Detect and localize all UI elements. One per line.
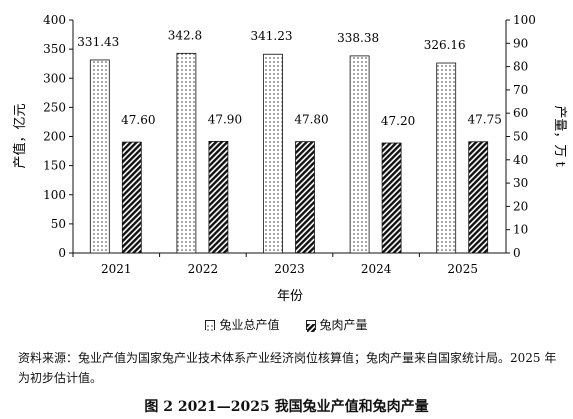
x-tick-label: 2022 [188, 262, 219, 276]
y-left-tick-label: 250 [43, 100, 66, 114]
data-label-output-value-2025: 326.16 [424, 38, 466, 52]
axes: 0 50 100 150 200 250 300 350 400 0 10 20 30 40 50 60 70 8… [43, 13, 536, 276]
y-left-tick-label: 300 [43, 71, 66, 85]
y-right-tick-label: 40 [513, 153, 528, 167]
x-tick-label: 2025 [447, 262, 478, 276]
y-axis-left-label: 产值，亿元 [12, 103, 28, 168]
y-left-tick-label: 200 [43, 130, 66, 144]
y-right-tick-label: 70 [513, 83, 528, 97]
bar-output-value-2025 [436, 62, 457, 254]
figure-caption: 图 2 2021—2025 我国兔业产值和兔肉产量 [144, 399, 429, 415]
bar-meat-production-2023 [295, 141, 315, 254]
y-left-tick-label: 150 [43, 159, 66, 173]
y-left-tick-label: 400 [43, 13, 66, 27]
data-label-output-value-2021: 331.43 [77, 35, 119, 49]
bar-meat-production-2022 [208, 140, 229, 254]
x-axis-label: 年份 [277, 289, 303, 304]
data-label-meat-production-2021: 47.60 [121, 113, 155, 127]
bar-meat-production-2021 [121, 141, 142, 254]
legend-item-output-value: 兔业总产值 [205, 316, 280, 333]
data-label-meat-production-2024: 47.20 [381, 114, 415, 128]
labels: 331.43 47.60 342.8 47.90 341.23 47.80 338.38 47… [77, 28, 502, 128]
y-left-tick-label: 350 [43, 42, 66, 56]
y-right-tick-label: 90 [513, 36, 528, 50]
y-right-tick-label: 10 [513, 223, 528, 237]
y-right-tick-label: 20 [513, 199, 528, 213]
data-label-meat-production-2023: 47.80 [294, 113, 328, 127]
bar-meat-production-2025 [468, 141, 489, 254]
bar-output-value-2022 [176, 52, 197, 254]
y-left-tick-label: 0 [58, 246, 66, 260]
data-label-output-value-2022: 342.8 [168, 28, 202, 42]
bar-meat-production-2024 [381, 142, 402, 254]
legend-label-output-value: 兔业总产值 [219, 318, 280, 332]
y-right-tick-label: 100 [513, 13, 536, 27]
y-axis-right-label: 产量，万 t [552, 105, 567, 167]
legend-label-meat-production: 兔肉产量 [319, 318, 368, 332]
bar-output-value-2023 [263, 53, 283, 254]
x-tick-label: 2021 [101, 262, 132, 276]
dots-swatch-icon [205, 319, 216, 332]
y-right-tick-label: 30 [513, 176, 528, 190]
legend: 兔业总产值 兔肉产量 [0, 316, 573, 333]
x-tick-label: 2024 [361, 262, 392, 276]
legend-item-meat-production: 兔肉产量 [305, 316, 368, 333]
hatch-swatch-icon [305, 319, 316, 332]
y-right-tick-label: 80 [513, 60, 528, 74]
data-label-meat-production-2025: 47.75 [468, 113, 502, 127]
bars [89, 52, 489, 254]
data-label-meat-production-2022: 47.90 [208, 112, 242, 126]
bar-output-value-2021 [89, 59, 110, 254]
dual-axis-bar-chart: 0 50 100 150 200 250 300 350 400 0 10 20 30 40 50 60 70 8… [12, 13, 567, 304]
y-left-tick-label: 100 [43, 188, 66, 202]
bar-output-value-2024 [349, 55, 370, 254]
y-right-tick-label: 50 [513, 130, 528, 144]
data-label-output-value-2023: 341.23 [251, 29, 293, 43]
x-tick-label: 2023 [274, 262, 305, 276]
y-right-tick-label: 0 [513, 246, 521, 260]
y-left-tick-label: 50 [51, 217, 66, 231]
data-label-output-value-2024: 338.38 [337, 31, 379, 45]
y-right-tick-label: 60 [513, 106, 528, 120]
source-note: 资料来源：兔业产值为国家兔产业技术体系产业经济岗位核算值；兔肉产量来自国家统计局… [18, 351, 557, 385]
